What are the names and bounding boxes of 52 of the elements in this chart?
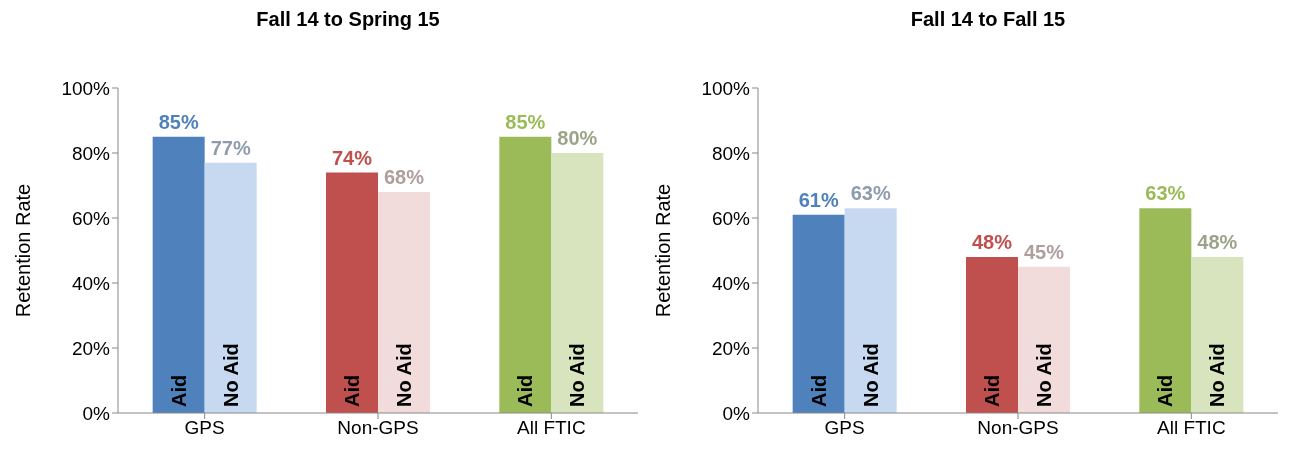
y-tick-label: 40% <box>71 272 111 294</box>
data-label: 80% <box>557 127 598 149</box>
data-label: 77% <box>210 136 251 159</box>
bar <box>966 257 1018 413</box>
y-tick-label: 20% <box>71 337 111 359</box>
x-tick-label: Non-GPS <box>977 417 1059 439</box>
x-tick-label: GPS <box>184 417 225 439</box>
bar <box>792 214 845 413</box>
data-label: 85% <box>158 110 199 133</box>
chart-title: Fall 14 to Spring 15 <box>255 8 441 32</box>
text: Aid <box>1154 374 1177 407</box>
text: No Aid <box>1206 343 1229 407</box>
y-tick-label: 20% <box>711 337 751 359</box>
series-label: No Aid <box>219 343 242 407</box>
bar <box>844 208 897 413</box>
y-tick-label: 80% <box>71 142 111 164</box>
x-tick-label: All FTIC <box>1157 417 1226 439</box>
x-tick-label: GPS <box>824 417 865 439</box>
text: Aid <box>341 374 363 407</box>
y-tick-label: 100% <box>61 77 111 99</box>
y-tick-label: 80% <box>711 142 751 164</box>
series-label: Aid <box>167 374 190 407</box>
text: No Aid <box>1033 343 1055 407</box>
text: No Aid <box>566 343 589 407</box>
y-axis-title: Retention Rate <box>652 183 675 318</box>
y-tick-label: 60% <box>71 207 111 229</box>
data-label: 63% <box>850 182 891 205</box>
x-tick-label: Non-GPS <box>337 417 419 439</box>
data-label: 74% <box>331 146 373 169</box>
y-tick-label: 40% <box>711 272 751 294</box>
data-label: 61% <box>798 188 839 211</box>
x-tick-label: All FTIC <box>517 417 586 439</box>
bar <box>1139 208 1192 413</box>
chart-title: Fall 14 to Fall 15 <box>909 8 1067 32</box>
data-label: 85% <box>505 110 546 133</box>
text: Aid <box>514 374 537 407</box>
series-label: No Aid <box>859 343 882 407</box>
data-label: 63% <box>1145 182 1186 205</box>
y-tick-label: 0% <box>82 402 111 424</box>
data-label: 68% <box>383 166 425 188</box>
data-label: 48% <box>971 231 1013 253</box>
y-tick-label: 100% <box>701 77 751 99</box>
text: No Aid <box>393 343 415 407</box>
data-label: 45% <box>1023 240 1065 263</box>
y-axis-title: Retention Rate <box>12 183 35 318</box>
y-tick-label: 60% <box>711 207 751 229</box>
y-tick-label: 0% <box>722 402 751 424</box>
bar <box>1018 266 1070 413</box>
text: Aid <box>981 374 1003 407</box>
bar <box>1191 257 1244 413</box>
series-label: Aid <box>807 374 830 407</box>
data-label: 48% <box>1197 231 1238 253</box>
